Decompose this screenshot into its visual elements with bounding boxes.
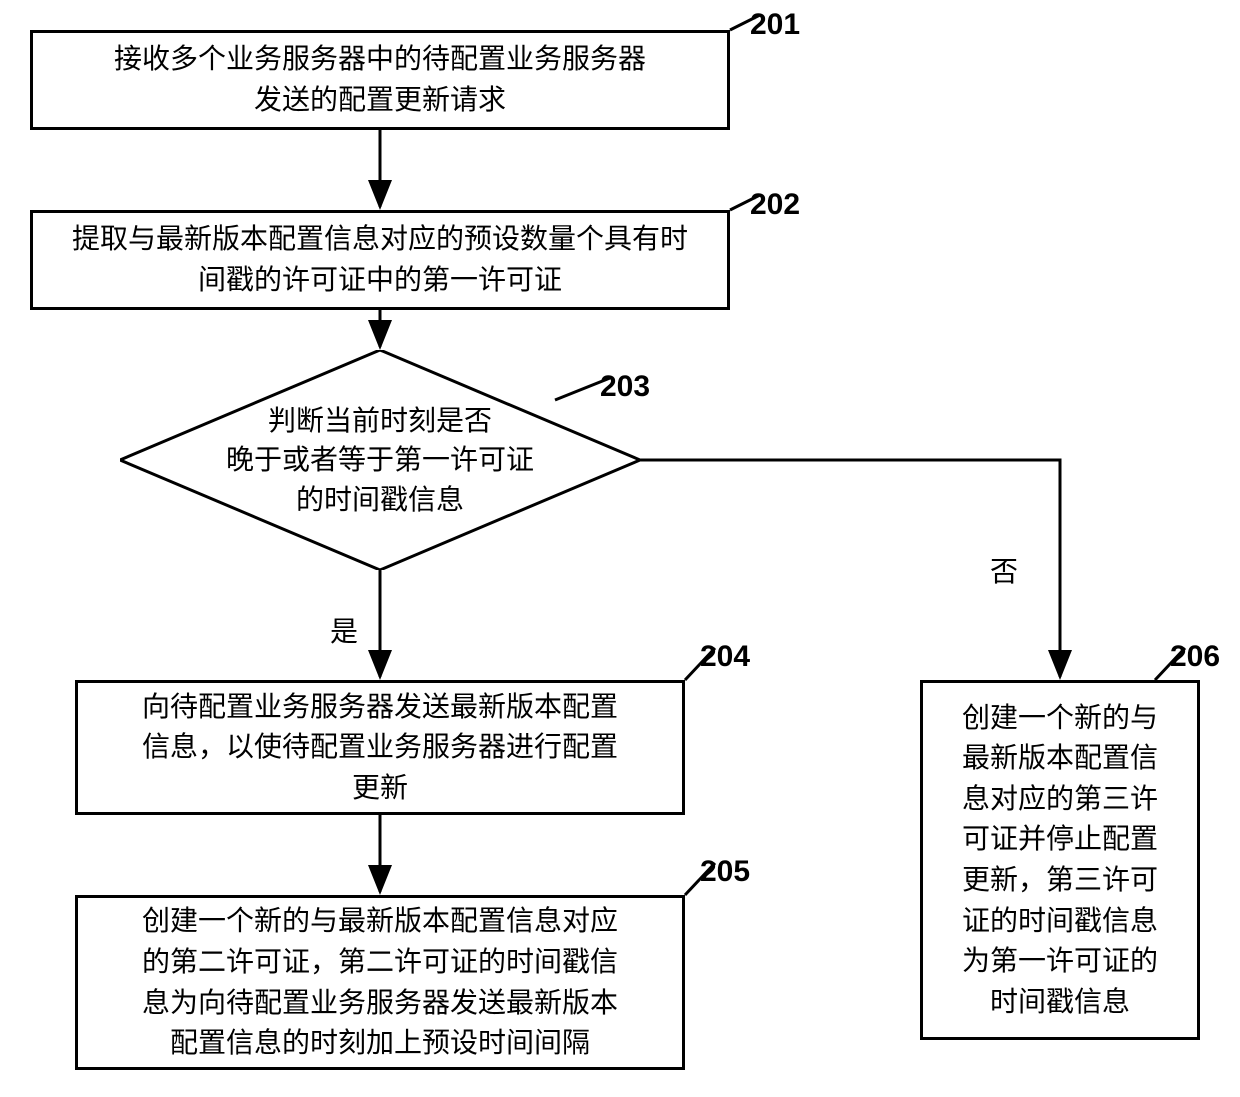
- label-203: 203: [600, 370, 650, 404]
- process-204: 向待配置业务服务器发送最新版本配置信息，以使待配置业务服务器进行配置更新: [75, 680, 685, 815]
- process-202: 提取与最新版本配置信息对应的预设数量个具有时间戳的许可证中的第一许可证: [30, 210, 730, 310]
- decision-203: 判断当前时刻是否晚于或者等于第一许可证的时间戳信息: [120, 350, 640, 570]
- label-206: 206: [1170, 640, 1220, 674]
- label-201: 201: [750, 8, 800, 42]
- process-206: 创建一个新的与最新版本配置信息对应的第三许可证并停止配置更新，第三许可证的时间戳…: [920, 680, 1200, 1040]
- decision-203-text: 判断当前时刻是否晚于或者等于第一许可证的时间戳信息: [226, 401, 534, 519]
- process-205-text: 创建一个新的与最新版本配置信息对应的第二许可证，第二许可证的时间戳信息为向待配置…: [142, 901, 618, 1063]
- label-205: 205: [700, 855, 750, 889]
- label-202: 202: [750, 188, 800, 222]
- process-206-text: 创建一个新的与最新版本配置信息对应的第三许可证并停止配置更新，第三许可证的时间戳…: [962, 698, 1158, 1023]
- process-201: 接收多个业务服务器中的待配置业务服务器发送的配置更新请求: [30, 30, 730, 130]
- process-205: 创建一个新的与最新版本配置信息对应的第二许可证，第二许可证的时间戳信息为向待配置…: [75, 895, 685, 1070]
- process-201-text: 接收多个业务服务器中的待配置业务服务器发送的配置更新请求: [114, 39, 646, 120]
- label-204: 204: [700, 640, 750, 674]
- process-204-text: 向待配置业务服务器发送最新版本配置信息，以使待配置业务服务器进行配置更新: [142, 687, 618, 809]
- edge-label-yes: 是: [330, 610, 358, 650]
- process-202-text: 提取与最新版本配置信息对应的预设数量个具有时间戳的许可证中的第一许可证: [72, 219, 688, 300]
- edge-label-no: 否: [990, 550, 1018, 590]
